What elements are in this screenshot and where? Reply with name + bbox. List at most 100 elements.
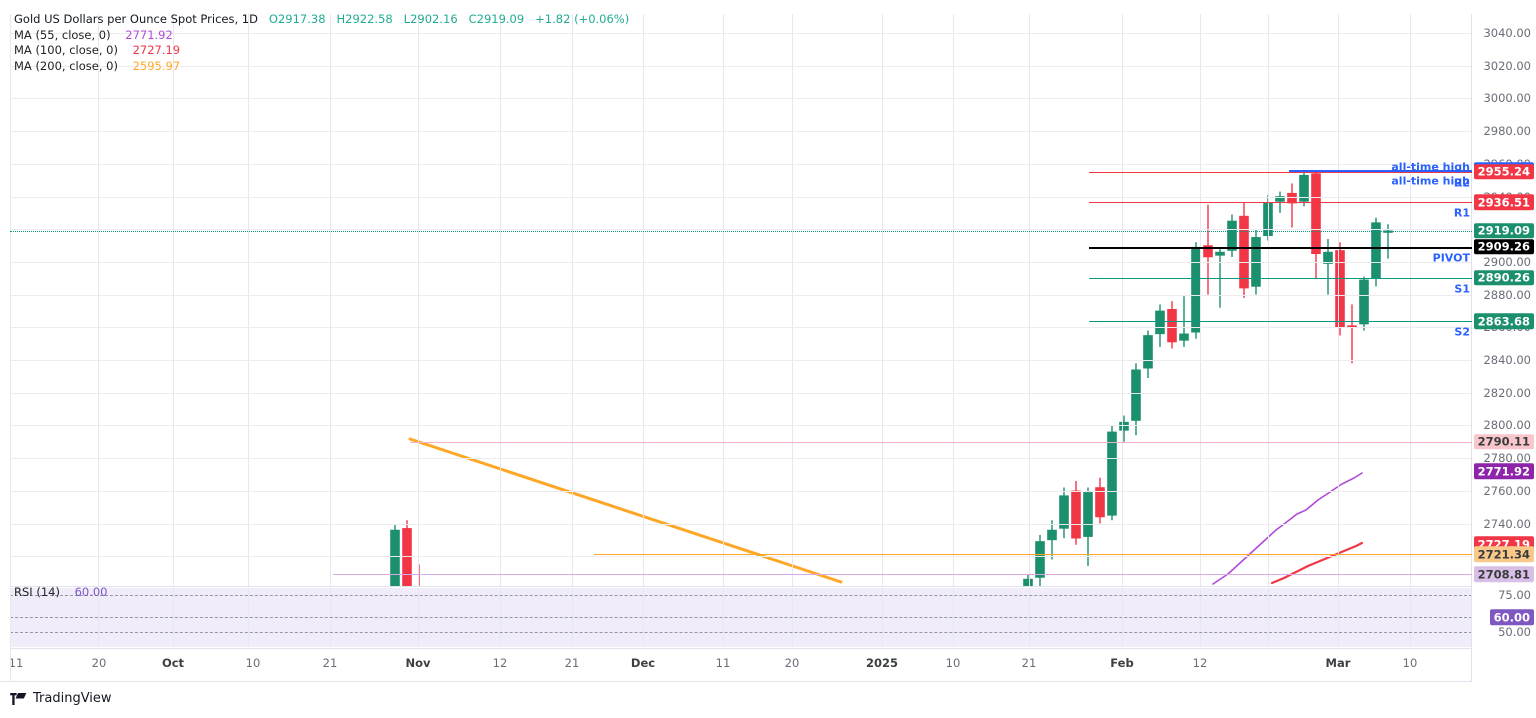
- rsi-legend[interactable]: RSI (14) 60.00: [14, 585, 108, 599]
- price-pane[interactable]: all-time high R2 R1 PIVOT S1 S2: [10, 14, 1472, 586]
- level-line-r1[interactable]: [1089, 202, 1472, 204]
- pane-separator-bottom: [10, 648, 1472, 649]
- price-badge-last-close[interactable]: 2919.09: [1473, 222, 1534, 239]
- level-line-s1[interactable]: [1089, 277, 1472, 279]
- chart-left-border: [10, 14, 11, 682]
- candle: [1059, 487, 1069, 539]
- time-tick-21: 21: [1021, 656, 1037, 670]
- gridline-vertical: [953, 14, 954, 586]
- level-tag-all-time-high: all-time high: [1391, 160, 1470, 174]
- rsi-pane[interactable]: RSI (14) 60.00: [10, 585, 1472, 647]
- candle: [1083, 487, 1093, 567]
- tradingview-logo-icon: [10, 692, 27, 705]
- gridline-vertical: [1200, 14, 1201, 586]
- legend-ma200-row[interactable]: MA (200, close, 0) 2595.97: [14, 59, 629, 75]
- price-badge-r2[interactable]: 2955.24: [1473, 163, 1534, 180]
- gridline-horizontal: [10, 65, 1472, 67]
- price-tick-2820-00: 2820.00: [1483, 385, 1531, 400]
- rsi-tick-75-00: 75.00: [1498, 588, 1531, 602]
- rsi-level-50: [10, 632, 1472, 633]
- price-axis-separator: [1471, 14, 1472, 682]
- level-line-pivot[interactable]: [1089, 246, 1472, 249]
- candle: [1371, 217, 1381, 287]
- level-line-close-dotted[interactable]: [10, 230, 1472, 232]
- tradingview-brand[interactable]: TradingView: [10, 691, 112, 706]
- price-badge-s2[interactable]: 2863.68: [1473, 313, 1534, 330]
- rsi-level-75: [10, 595, 1472, 596]
- candle: [1107, 425, 1117, 521]
- price-tick-2760-00: 2760.00: [1483, 483, 1531, 498]
- time-tick-21: 21: [322, 656, 338, 670]
- chart-legend: Gold US Dollars per Ounce Spot Prices, 1…: [14, 12, 629, 74]
- candle: [1131, 363, 1141, 436]
- price-badge-ma55[interactable]: 2771.92: [1473, 463, 1534, 480]
- candle: [1023, 574, 1033, 586]
- gridline-vertical: [98, 14, 99, 586]
- candle: [1299, 170, 1309, 207]
- time-tick-feb: Feb: [1110, 656, 1134, 670]
- level-line-level-2790[interactable]: [410, 441, 1472, 443]
- candle: [1227, 214, 1237, 257]
- gridline-horizontal: [10, 131, 1472, 133]
- rsi-label: RSI (14): [14, 585, 60, 599]
- gridline-horizontal: [10, 392, 1472, 394]
- price-tick-3000-00: 3000.00: [1483, 91, 1531, 106]
- gridline-horizontal: [10, 294, 1472, 296]
- candle: [1311, 170, 1321, 279]
- candle: [390, 525, 400, 586]
- level-tag-r1: R1: [1453, 206, 1470, 220]
- ohlc-change: +1.82 (+0.06%): [535, 12, 630, 26]
- gridline-vertical: [248, 14, 249, 586]
- price-badge-s1[interactable]: 2890.26: [1473, 270, 1534, 286]
- ohlc-high: H2922.58: [336, 12, 393, 26]
- price-badge-level-2790[interactable]: 2790.11: [1473, 433, 1534, 450]
- level-tag-r2: R2: [1453, 176, 1470, 190]
- time-tick-dec: Dec: [630, 656, 656, 670]
- price-tick-2880-00: 2880.00: [1483, 287, 1531, 302]
- gridline-horizontal: [10, 261, 1472, 263]
- level-line-level-2721[interactable]: [594, 554, 1472, 555]
- price-axis[interactable]: 3040.003020.003000.002980.002960.002940.…: [1472, 0, 1536, 718]
- candle: [1143, 330, 1153, 378]
- time-axis-bottom-border: [0, 681, 1472, 682]
- level-line-s2[interactable]: [1089, 321, 1472, 323]
- gridline-horizontal: [10, 360, 1472, 361]
- price-badge-level-2708[interactable]: 2708.81: [1473, 566, 1534, 583]
- time-tick-nov: Nov: [405, 656, 431, 670]
- ma200-label: MA (200, close, 0): [14, 58, 118, 73]
- gridline-horizontal: [10, 98, 1472, 100]
- gridline-horizontal: [10, 490, 1472, 492]
- time-tick-20: 20: [91, 656, 107, 670]
- level-tag-s1: S1: [1454, 282, 1470, 296]
- ohlc-open: O2917.38: [268, 12, 326, 26]
- gridline-vertical: [572, 14, 573, 586]
- price-tick-2800-00: 2800.00: [1483, 418, 1531, 433]
- time-tick-10: 10: [945, 656, 961, 670]
- candle: [402, 520, 412, 586]
- price-tick-2980-00: 2980.00: [1483, 124, 1531, 139]
- price-badge-ma200[interactable]: 2721.34: [1473, 546, 1534, 562]
- gridline-horizontal: [10, 163, 1472, 165]
- level-line-all-time-high[interactable]: [1289, 169, 1472, 172]
- ma100-label: MA (100, close, 0): [14, 43, 118, 57]
- rsi-value-badge[interactable]: 60.00: [1489, 609, 1534, 625]
- legend-ma55-row[interactable]: MA (55, close, 0) 2771.92: [14, 28, 629, 44]
- candle: [1203, 204, 1213, 295]
- level-line-r2[interactable]: [1089, 171, 1472, 173]
- ma55-label: MA (55, close, 0): [14, 27, 111, 42]
- legend-symbol-row[interactable]: Gold US Dollars per Ounce Spot Prices, 1…: [14, 12, 629, 28]
- time-axis[interactable]: 11 20 Oct 10 21 Nov 12 21 Dec 11 20 2025 10 21 Feb 12 Ma…: [0, 648, 1472, 682]
- price-badge-pivot[interactable]: 2909.26: [1473, 239, 1534, 255]
- legend-ma100-row[interactable]: MA (100, close, 0) 2727.19: [14, 43, 629, 59]
- gridline-vertical: [500, 14, 501, 586]
- price-tick-3040-00: 3040.00: [1483, 26, 1531, 40]
- time-tick-mar: Mar: [1325, 656, 1351, 670]
- gridline-vertical: [723, 14, 724, 586]
- price-badge-r1[interactable]: 2936.51: [1473, 194, 1534, 210]
- level-tag-s2: S2: [1454, 325, 1470, 339]
- candle: [1095, 477, 1105, 524]
- candle: [1119, 415, 1129, 442]
- time-tick-11: 11: [715, 656, 731, 670]
- level-line-level-2708[interactable]: [333, 574, 1472, 576]
- ma-line: [1212, 472, 1363, 585]
